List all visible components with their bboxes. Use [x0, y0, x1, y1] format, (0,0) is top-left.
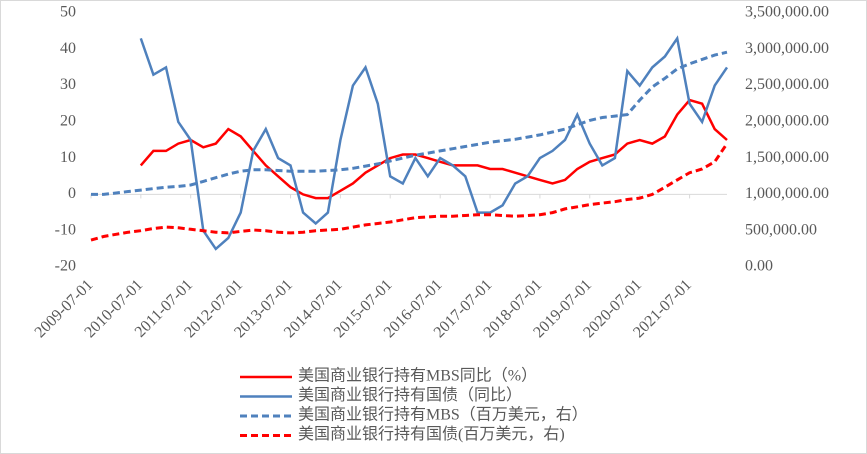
series-line [91, 50, 728, 196]
y-tick-label: 50 [60, 4, 76, 21]
y-tick-label: 30 [60, 76, 76, 93]
legend-label: 美国商业银行持有MBS（百万美元，右） [298, 406, 588, 424]
y2-tick-label: 0.00 [745, 258, 773, 275]
series-line [139, 98, 728, 200]
y-tick-label: 20 [60, 113, 76, 130]
series-line [139, 35, 729, 251]
y2-tick-label: 2,000,000.00 [745, 113, 829, 130]
y2-tick-label: 500,000.00 [745, 221, 817, 238]
y2-tick-label: 1,500,000.00 [745, 149, 829, 166]
legend-label: 美国商业银行持有国债（同比） [298, 386, 522, 404]
y-tick-label: 40 [60, 40, 76, 57]
series-line [90, 142, 729, 242]
y-tick-label: -20 [55, 258, 76, 275]
y-tick-label: 10 [60, 149, 76, 166]
y2-tick-label: 3,000,000.00 [745, 40, 829, 57]
y-tick-label: 0 [68, 185, 76, 202]
y-tick-label: -10 [55, 221, 76, 238]
y2-tick-label: 3,500,000.00 [745, 4, 829, 21]
legend-label: 美国商业银行持有MBS同比（%） [298, 367, 537, 385]
y2-tick-label: 1,000,000.00 [745, 185, 829, 202]
legend-label: 美国商业银行持有国债(百万美元，右) [298, 425, 565, 443]
y2-tick-label: 2,500,000.00 [745, 76, 829, 93]
